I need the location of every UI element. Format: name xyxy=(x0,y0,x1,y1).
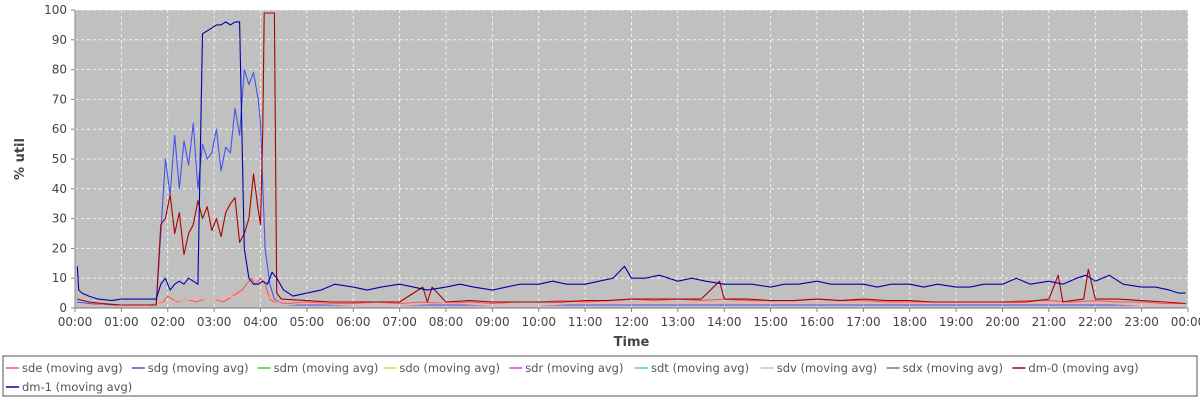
legend-item: sdg (moving avg) xyxy=(131,361,249,375)
x-tick-label: 15:00 xyxy=(753,315,788,329)
legend-label: dm-1 (moving avg) xyxy=(22,380,132,394)
y-tick-label: 0 xyxy=(59,301,67,315)
y-tick-label: 20 xyxy=(52,241,67,255)
series-line-sdv xyxy=(77,292,1186,308)
legend-label: sdr (moving avg) xyxy=(525,361,623,375)
legend-label: dm-0 (moving avg) xyxy=(1028,361,1138,375)
legend-items: sde (moving avg) sdg (moving avg) sdm (mov… xyxy=(6,361,1139,394)
y-tick-label: 60 xyxy=(52,122,67,136)
y-tick-label: 90 xyxy=(52,33,67,47)
legend-item: sde (moving avg) xyxy=(6,361,123,375)
x-tick-label: 04:00 xyxy=(243,315,278,329)
y-axis-title: % util xyxy=(13,138,28,180)
x-tick-label: 19:00 xyxy=(939,315,974,329)
legend-item: sdx (moving avg) xyxy=(886,361,1003,375)
x-tick-label: 13:00 xyxy=(661,315,696,329)
y-tick-label: 100 xyxy=(44,3,67,17)
y-tick-label: 40 xyxy=(52,182,67,196)
grid xyxy=(74,9,1189,308)
x-tick-label: 23:00 xyxy=(1124,315,1159,329)
x-tick-label: 20:00 xyxy=(985,315,1020,329)
legend-label: sdv (moving avg) xyxy=(777,361,877,375)
x-tick-label: 02:00 xyxy=(150,315,185,329)
legend-label: sdg (moving avg) xyxy=(148,361,249,375)
x-tick-label: 03:00 xyxy=(197,315,232,329)
legend-item: sdr (moving avg) xyxy=(509,361,623,375)
x-tick-label: 08:00 xyxy=(429,315,464,329)
legend-label: sdo (moving avg) xyxy=(399,361,500,375)
x-tick-label: 01:00 xyxy=(104,315,139,329)
legend xyxy=(2,355,1198,397)
y-tick-label: 30 xyxy=(52,212,67,226)
x-tick-label: 22:00 xyxy=(1078,315,1113,329)
legend-item: dm-1 (moving avg) xyxy=(6,380,132,394)
y-tick-label: 10 xyxy=(52,271,67,285)
x-tick-label: 00:00 xyxy=(58,315,93,329)
y-tick-label: 50 xyxy=(52,152,67,166)
x-tick-label: 18:00 xyxy=(892,315,927,329)
series-line-dm-1 xyxy=(76,21,1186,302)
x-tick-label: 07:00 xyxy=(382,315,417,329)
legend-label: sde (moving avg) xyxy=(22,361,123,375)
x-tick-label: 16:00 xyxy=(800,315,835,329)
x-tick-label: 09:00 xyxy=(475,315,510,329)
x-tick-label: 10:00 xyxy=(521,315,556,329)
x-tick-label: 05:00 xyxy=(290,315,325,329)
legend-item: sdt (moving avg) xyxy=(635,361,749,375)
x-tick-label: 17:00 xyxy=(846,315,881,329)
x-axis-title: Time xyxy=(614,335,650,350)
x-tick-label: 00:00 xyxy=(1171,315,1200,329)
x-tick-label: 14:00 xyxy=(707,315,742,329)
legend-label: sdm (moving avg) xyxy=(274,361,379,375)
legend-label: sdx (moving avg) xyxy=(903,361,1003,375)
legend-item: dm-0 (moving avg) xyxy=(1012,361,1139,375)
series-line-dm-0 xyxy=(77,12,1186,306)
series-line-sdg xyxy=(77,69,1186,306)
x-tick-label: 12:00 xyxy=(614,315,649,329)
y-tick-label: 70 xyxy=(52,92,67,106)
legend-item: sdo (moving avg) xyxy=(383,361,500,375)
x-tick-label: 21:00 xyxy=(1032,315,1067,329)
series-lines xyxy=(76,12,1186,309)
legend-item: sdv (moving avg) xyxy=(760,361,877,375)
x-tick-label: 11:00 xyxy=(568,315,603,329)
legend-label: sdt (moving avg) xyxy=(651,361,749,375)
y-tick-label: 80 xyxy=(52,63,67,77)
x-tick-label: 06:00 xyxy=(336,315,371,329)
legend-item: sdm (moving avg) xyxy=(257,361,379,375)
